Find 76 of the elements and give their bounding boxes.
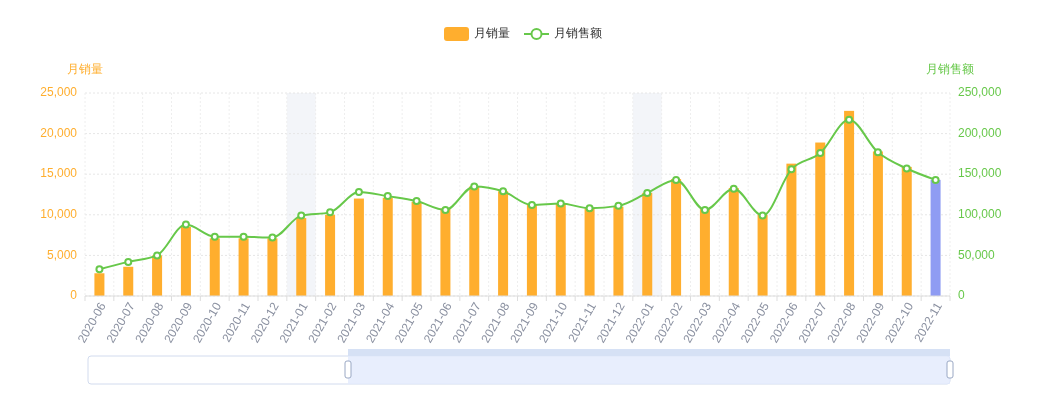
- point: [354, 188, 363, 197]
- y2-tick-label: 0: [958, 288, 965, 303]
- y-tick-label: 0: [70, 288, 78, 303]
- point: [700, 205, 709, 214]
- point: [873, 148, 882, 157]
- bar: [728, 188, 739, 296]
- bar: [526, 204, 537, 296]
- legend-label: 月销售额: [554, 26, 602, 41]
- bar: [296, 218, 307, 296]
- y2-tick-label: 200,000: [958, 125, 1002, 140]
- point: [210, 232, 219, 241]
- point: [585, 204, 594, 213]
- bar: [180, 226, 191, 296]
- point: [153, 251, 162, 260]
- y2-axis-title: 月销售额: [926, 62, 974, 76]
- point: [816, 149, 825, 158]
- y2-tick-label: 250,000: [958, 85, 1002, 100]
- legend-label: 月销量: [474, 26, 510, 41]
- y-tick-label: 10,000: [40, 206, 78, 221]
- point: [239, 232, 248, 241]
- point: [181, 220, 190, 229]
- point: [672, 175, 681, 184]
- bar: [786, 163, 797, 296]
- point: [499, 187, 508, 196]
- bar: [498, 191, 509, 296]
- y-tick-label: 15,000: [40, 166, 78, 181]
- point: [845, 115, 854, 124]
- y-tick-label: 20,000: [40, 125, 78, 140]
- point: [95, 265, 104, 274]
- y2-tick-label: 150,000: [958, 166, 1002, 181]
- point: [124, 257, 133, 266]
- point: [527, 201, 536, 210]
- point: [383, 192, 392, 201]
- point: [556, 199, 565, 208]
- point: [758, 211, 767, 220]
- bar: [267, 238, 278, 296]
- y-axis-title: 月销量: [67, 62, 103, 76]
- bar: [844, 110, 855, 296]
- y-tick-label: 25,000: [40, 85, 78, 100]
- bar: [901, 166, 912, 296]
- bar: [123, 266, 134, 296]
- bar: [353, 198, 364, 296]
- bar: [930, 179, 941, 296]
- point: [614, 201, 623, 210]
- bar: [699, 209, 710, 296]
- point: [902, 164, 911, 173]
- point: [297, 211, 306, 220]
- point: [729, 184, 738, 193]
- y2-tick-label: 100,000: [958, 206, 1002, 221]
- bar: [757, 214, 768, 296]
- bar: [555, 203, 566, 296]
- point: [470, 182, 479, 191]
- bar: [238, 238, 249, 296]
- point: [787, 165, 796, 174]
- bar: [613, 206, 624, 296]
- point: [643, 188, 652, 197]
- point: [441, 205, 450, 214]
- bar: [209, 238, 220, 296]
- bar: [382, 197, 393, 296]
- bar: [440, 208, 451, 296]
- y2-tick-label: 50,000: [958, 247, 996, 262]
- point: [931, 175, 940, 184]
- point: [268, 233, 277, 242]
- bar: [325, 214, 336, 296]
- bar: [469, 186, 480, 296]
- y-tick-label: 5,000: [46, 247, 78, 262]
- point: [326, 208, 335, 217]
- bar: [815, 142, 826, 296]
- bar: [152, 255, 163, 296]
- point: [412, 197, 421, 205]
- bar: [584, 208, 595, 296]
- bar: [94, 273, 105, 296]
- bar: [872, 151, 883, 296]
- bar: [671, 179, 682, 296]
- bar: [411, 201, 422, 296]
- bar: [642, 192, 653, 296]
